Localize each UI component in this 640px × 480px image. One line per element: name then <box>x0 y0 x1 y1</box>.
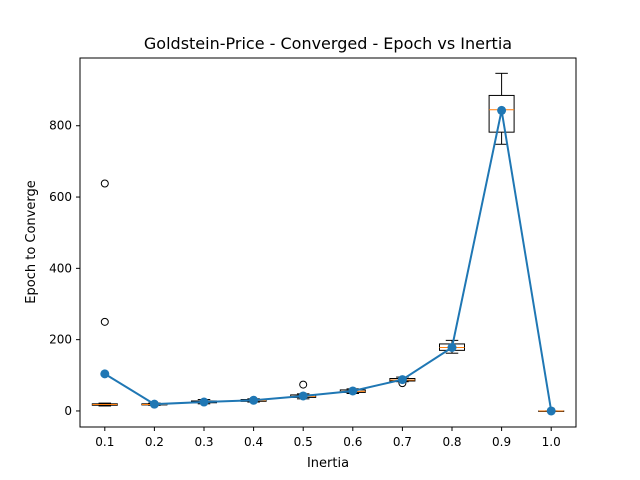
x-tick-label: 0.2 <box>145 435 164 449</box>
series-point <box>447 342 457 352</box>
flier-point <box>299 380 308 389</box>
y-axis-label: Epoch to Converge <box>24 180 39 303</box>
series-point <box>497 105 507 115</box>
x-tick-label: 0.7 <box>393 435 412 449</box>
series-point <box>348 386 358 396</box>
chart-title: Goldstein-Price - Converged - Epoch vs I… <box>144 34 512 53</box>
x-tick-label: 1.0 <box>542 435 561 449</box>
plot-frame <box>79 57 577 428</box>
series-point <box>397 375 407 385</box>
box-0.1 <box>91 179 118 407</box>
series-point <box>199 397 209 407</box>
y-tick-label: 600 <box>49 190 72 204</box>
x-axis-label: Inertia <box>307 456 349 471</box>
y-tick-label: 400 <box>49 261 72 275</box>
x-tick-label: 0.8 <box>442 435 461 449</box>
series-line <box>104 110 553 412</box>
y-tick-label: 800 <box>49 119 72 133</box>
series-point <box>298 391 308 401</box>
x-tick-label: 0.9 <box>492 435 511 449</box>
y-tick-label: 200 <box>49 333 72 347</box>
series-point <box>249 395 259 405</box>
x-tick-label: 0.3 <box>194 435 213 449</box>
box-body <box>488 94 515 133</box>
x-tick-label: 0.1 <box>95 435 114 449</box>
series-point <box>149 399 159 409</box>
y-tick-label: 0 <box>64 404 72 418</box>
series-point <box>100 369 110 379</box>
plot-area: 0 200 400 600 800 0.1 0.2 0.3 0.4 0.5 0.6 0.7 0.8 0.9… <box>49 57 577 449</box>
x-tick-label: 0.5 <box>294 435 313 449</box>
flier-point <box>100 317 109 326</box>
series-point <box>546 406 556 416</box>
x-tick-label: 0.6 <box>343 435 362 449</box>
x-tick-label: 0.4 <box>244 435 263 449</box>
flier-point <box>100 179 109 188</box>
